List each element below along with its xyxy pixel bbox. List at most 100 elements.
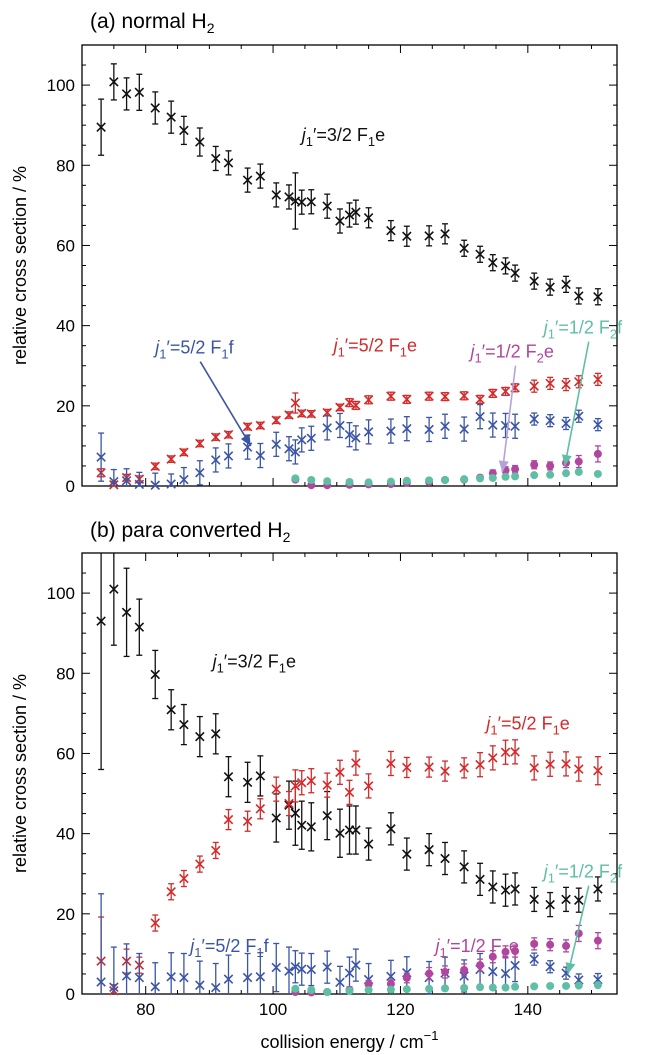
data-point — [574, 981, 583, 990]
annotation-subscript: 1 — [368, 134, 375, 149]
y-tick-label: 80 — [56, 156, 75, 175]
data-point — [545, 378, 555, 389]
data-point — [546, 940, 555, 949]
y-tick-label: 20 — [56, 397, 75, 416]
data-point — [546, 981, 555, 990]
data-point — [488, 473, 497, 482]
y-tick-label: 40 — [56, 825, 75, 844]
data-point — [529, 414, 539, 424]
data-point — [306, 196, 317, 207]
data-point — [344, 968, 355, 978]
annotation-arrow — [199, 361, 252, 447]
data-point — [335, 216, 345, 226]
annotation-label: j1′=1/2 F2f — [541, 318, 623, 342]
series-teal — [291, 467, 602, 487]
plot-frame — [81, 552, 618, 995]
annotation-label: j1′=1/2 F2f — [541, 862, 623, 886]
data-point — [322, 962, 332, 972]
data-point — [210, 729, 221, 739]
data-point — [134, 972, 145, 983]
annotation-parity: f — [617, 862, 623, 882]
data-point — [296, 408, 307, 419]
annotation-label: j1′=3/2 F1e — [210, 651, 296, 675]
data-point — [488, 952, 497, 961]
data-point — [460, 965, 469, 974]
annotation-label: j1′=5/2 F1f — [152, 338, 234, 362]
data-point — [363, 427, 374, 437]
data-point — [351, 400, 361, 411]
data-point — [500, 747, 511, 758]
annotation-text: ′=5/2 F — [498, 713, 553, 733]
data-point — [322, 423, 332, 433]
data-point — [546, 461, 555, 470]
data-point — [562, 981, 571, 990]
data-point — [561, 279, 571, 290]
series-red — [96, 372, 603, 490]
annotation-parity: f — [617, 318, 623, 338]
data-point — [402, 973, 411, 982]
data-point — [179, 873, 189, 884]
data-point — [179, 719, 189, 730]
data-point — [284, 798, 294, 809]
data-point — [459, 763, 469, 773]
data-point — [271, 784, 282, 794]
annotation-text: ′=1/2 F — [482, 342, 537, 362]
data-point — [307, 475, 316, 484]
x-tick-label: 120 — [386, 1000, 414, 1019]
annotation-arrowhead — [240, 433, 251, 446]
data-point — [561, 418, 571, 429]
data-point — [284, 192, 294, 202]
data-point — [351, 825, 361, 835]
data-point — [593, 469, 602, 478]
data-point — [179, 972, 189, 983]
data-point — [386, 985, 395, 994]
data-point — [424, 844, 434, 855]
data-point — [363, 781, 374, 791]
data-point — [529, 381, 539, 391]
data-point — [475, 249, 485, 260]
data-point — [475, 411, 485, 422]
data-point — [425, 984, 434, 993]
data-point — [545, 759, 555, 770]
data-point — [307, 985, 316, 994]
data-point — [306, 433, 317, 444]
data-point — [290, 781, 301, 791]
data-point — [345, 986, 354, 995]
data-point — [402, 985, 411, 994]
annotation-subscript: 1 — [194, 945, 201, 960]
data-point — [424, 424, 434, 435]
data-point — [460, 475, 469, 484]
data-point — [500, 261, 511, 271]
data-point — [290, 447, 301, 457]
data-point — [529, 276, 539, 286]
data-point — [150, 982, 161, 992]
data-point — [322, 780, 332, 790]
data-point — [364, 478, 373, 487]
y-tick-label: 40 — [56, 317, 75, 336]
data-point — [121, 607, 132, 618]
data-point — [593, 449, 602, 458]
data-point — [351, 207, 361, 217]
data-point — [296, 777, 307, 788]
data-point — [96, 616, 106, 626]
annotation-subscript: 1 — [221, 347, 228, 362]
data-point — [335, 828, 345, 839]
data-point — [335, 767, 345, 778]
data-point — [271, 190, 282, 200]
data-point — [386, 391, 396, 401]
data-point — [440, 766, 450, 776]
data-point — [402, 476, 411, 485]
data-point — [210, 455, 221, 465]
annotation-j: j — [432, 936, 440, 956]
data-point — [351, 433, 361, 443]
data-point — [593, 374, 603, 385]
annotation-parity: e — [286, 651, 296, 671]
annotation-subscript: 1 — [490, 722, 497, 737]
data-point — [364, 980, 373, 989]
series-blue — [96, 403, 603, 490]
data-point — [179, 125, 189, 136]
data-point — [386, 979, 395, 988]
data-point — [109, 476, 119, 487]
annotation-label: j1′=5/2 F1e — [331, 336, 417, 360]
